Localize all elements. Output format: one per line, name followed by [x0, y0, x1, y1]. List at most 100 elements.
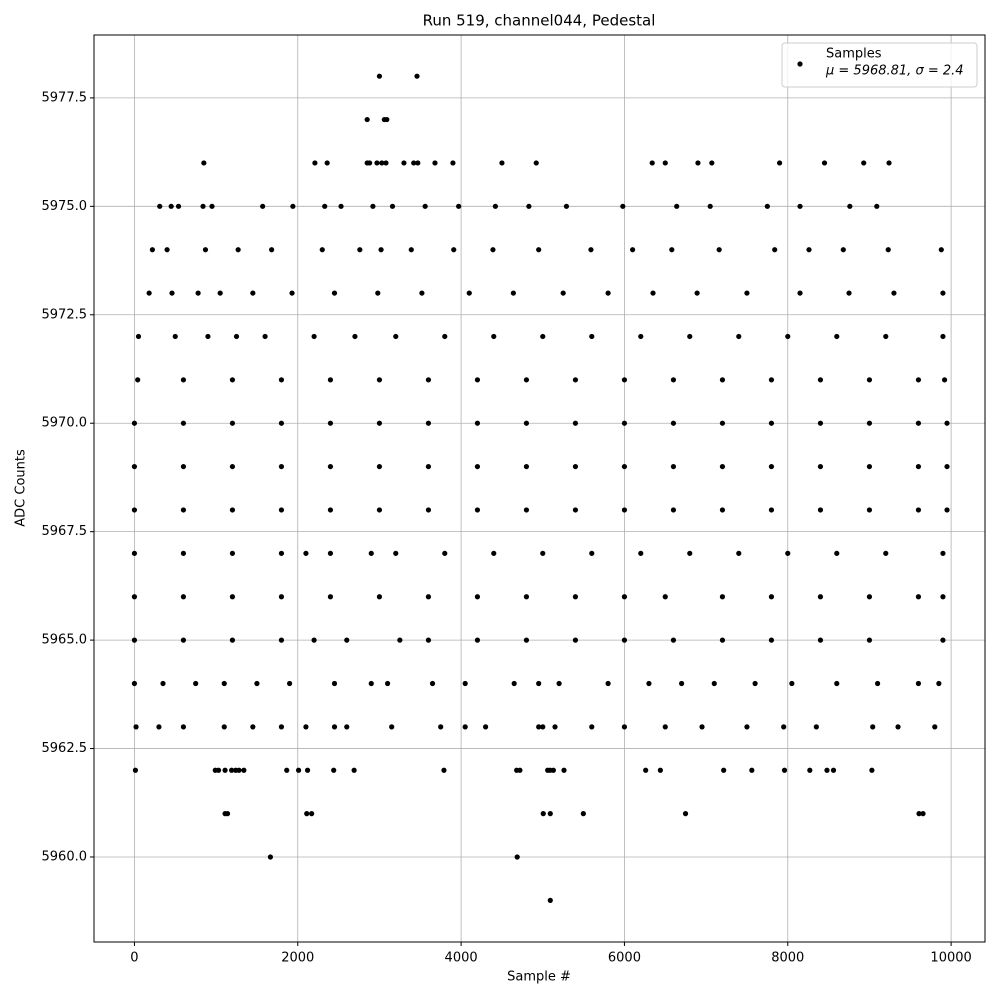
point	[156, 724, 162, 730]
point	[376, 73, 383, 79]
point	[383, 160, 389, 166]
point	[157, 203, 163, 209]
point	[830, 767, 837, 773]
point	[621, 377, 628, 383]
point	[229, 377, 236, 383]
point	[229, 767, 235, 773]
point	[229, 463, 236, 470]
point	[180, 550, 187, 556]
point	[650, 290, 656, 296]
point	[224, 811, 231, 817]
point	[662, 594, 668, 600]
point	[670, 377, 677, 383]
point	[719, 420, 726, 426]
point	[861, 160, 867, 166]
point	[278, 377, 285, 383]
point	[131, 463, 138, 470]
point	[540, 333, 546, 340]
point	[376, 377, 383, 383]
point	[331, 290, 338, 296]
point	[915, 594, 922, 600]
point	[941, 377, 948, 383]
point	[295, 767, 302, 773]
point	[866, 420, 873, 426]
point	[752, 680, 758, 687]
point	[523, 637, 530, 643]
point	[523, 507, 530, 513]
point	[133, 724, 139, 730]
point	[932, 724, 938, 730]
point	[643, 767, 649, 773]
point	[367, 160, 373, 166]
point	[290, 203, 296, 209]
point	[886, 160, 892, 166]
point	[338, 203, 344, 209]
point	[764, 203, 770, 209]
point	[442, 550, 448, 556]
point	[657, 767, 663, 773]
point	[834, 680, 840, 687]
point	[817, 594, 824, 600]
point	[286, 680, 293, 687]
point	[278, 724, 285, 730]
point	[772, 247, 778, 253]
point	[560, 290, 566, 296]
point	[432, 160, 438, 166]
point	[229, 637, 236, 643]
point	[736, 550, 742, 556]
point	[536, 724, 542, 730]
point	[840, 247, 846, 253]
point	[885, 247, 891, 253]
point	[284, 767, 290, 773]
point	[164, 247, 170, 253]
point	[262, 333, 268, 340]
point	[944, 463, 950, 470]
point	[580, 811, 586, 817]
point	[834, 550, 840, 556]
point	[331, 680, 338, 687]
point	[670, 420, 677, 426]
point	[389, 724, 395, 730]
point	[250, 724, 256, 730]
point	[687, 550, 693, 556]
point	[874, 203, 880, 209]
point	[368, 550, 374, 556]
point	[605, 680, 611, 687]
point	[781, 767, 788, 773]
point	[384, 116, 390, 123]
point	[180, 637, 187, 643]
point	[368, 680, 374, 687]
point	[621, 420, 628, 426]
point	[621, 594, 628, 600]
point	[621, 507, 628, 513]
point	[620, 203, 626, 209]
point	[781, 724, 787, 730]
point	[915, 420, 922, 426]
point	[180, 724, 187, 730]
point	[915, 680, 922, 687]
x-tick-label: 2000	[281, 951, 314, 966]
point	[233, 333, 240, 340]
point	[425, 377, 432, 383]
point	[180, 377, 187, 383]
point	[563, 203, 570, 209]
point	[695, 160, 701, 166]
point	[938, 247, 944, 253]
y-tick-label: 5975.0	[42, 199, 88, 214]
point	[482, 724, 489, 730]
point	[401, 160, 407, 166]
point	[135, 333, 142, 340]
point	[499, 160, 505, 166]
point	[278, 637, 285, 643]
point	[327, 377, 334, 383]
point	[131, 637, 138, 643]
x-tick-label: 4000	[445, 951, 478, 966]
point	[744, 724, 750, 730]
point	[132, 767, 139, 773]
point	[540, 550, 546, 556]
point	[364, 116, 370, 123]
point	[331, 724, 338, 730]
legend-label: Samples	[826, 47, 882, 62]
point	[193, 680, 199, 687]
